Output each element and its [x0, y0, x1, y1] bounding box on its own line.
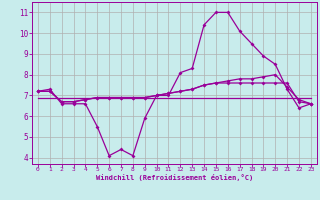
X-axis label: Windchill (Refroidissement éolien,°C): Windchill (Refroidissement éolien,°C) [96, 174, 253, 181]
